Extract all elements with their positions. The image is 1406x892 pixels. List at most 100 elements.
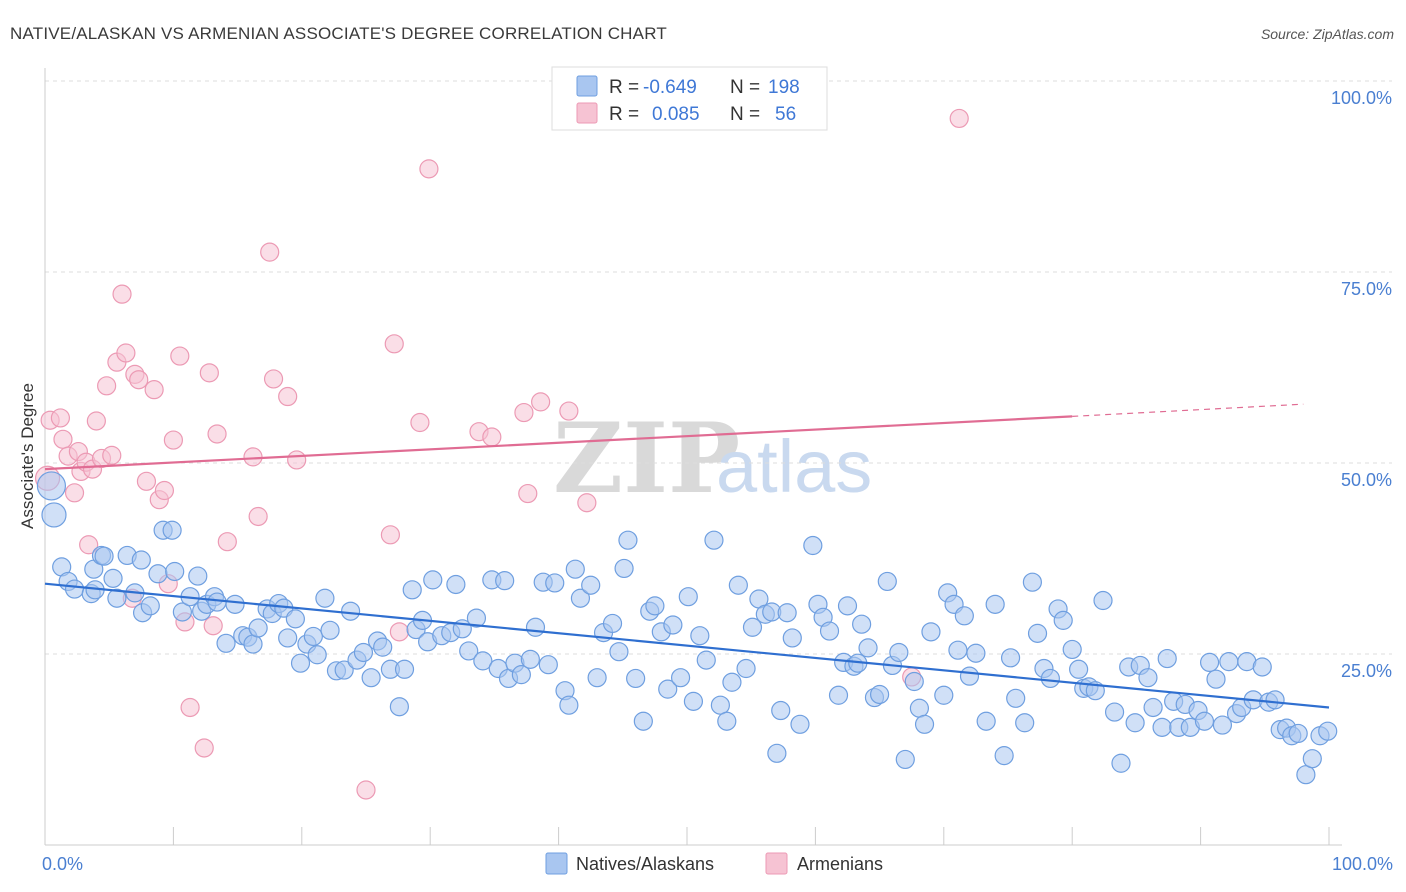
natives-point-74 (511, 665, 531, 685)
bottom-legend-swatch-natives (545, 852, 568, 875)
natives-point-21 (172, 602, 192, 622)
legend-n-label-natives: N = (730, 77, 760, 98)
natives-point-139 (934, 685, 954, 705)
natives-point-146 (976, 711, 996, 731)
natives-point-84 (581, 575, 601, 595)
natives-point-50 (353, 642, 374, 663)
natives-point-165 (1111, 753, 1131, 773)
trend-lines (44, 403, 1330, 709)
natives-point-178 (1194, 711, 1215, 731)
natives-point-128 (858, 638, 878, 658)
natives-point-39 (285, 609, 305, 629)
natives-point-108 (736, 658, 756, 679)
natives-point-137 (914, 714, 935, 734)
armenians-point-36 (248, 506, 268, 527)
natives-point-163 (1093, 590, 1113, 611)
natives-point-135 (904, 671, 924, 692)
natives-point-182 (1219, 652, 1239, 672)
armenians-point-9 (79, 535, 99, 555)
natives-point-150 (1006, 688, 1026, 708)
armenians-point-50 (518, 483, 538, 504)
armenians-point-51 (531, 392, 551, 412)
armenians-point-26 (163, 430, 183, 450)
armenians-point-3 (53, 429, 73, 449)
natives-point-171 (1152, 717, 1172, 737)
armenians-point-34 (217, 532, 237, 552)
stats-legend: R = -0.649 N = 198 R = 0.085 N = 56 (551, 66, 828, 131)
natives-point-0 (36, 471, 67, 501)
armenians-point-13 (97, 376, 117, 396)
natives-point-28 (216, 633, 236, 653)
natives-point-130 (869, 684, 890, 705)
natives-point-48 (340, 601, 361, 621)
natives-trend-line (44, 582, 1330, 709)
armenians-point-55 (949, 108, 969, 129)
natives-point-83 (570, 588, 591, 608)
armenians-point-42 (380, 525, 400, 545)
natives-point-144 (959, 666, 980, 686)
natives-point-103 (704, 530, 724, 550)
natives-point-148 (994, 746, 1014, 766)
natives-point-172 (1157, 648, 1177, 669)
natives-point-99 (678, 587, 698, 607)
natives-point-107 (728, 575, 748, 595)
natives-point-189 (1265, 690, 1285, 710)
natives-point-113 (767, 743, 787, 763)
natives-point-94 (645, 596, 665, 616)
natives-point-45 (320, 620, 340, 640)
natives-point-149 (1000, 648, 1021, 668)
armenians-point-14 (102, 445, 122, 465)
armenians-point-49 (514, 402, 534, 423)
natives-point-152 (1022, 572, 1042, 592)
armenians-trend-extension (1072, 403, 1304, 417)
armenians-point-53 (577, 493, 597, 513)
natives-point-88 (609, 642, 629, 662)
natives-point-42 (303, 626, 323, 647)
armenians-point-39 (278, 386, 298, 407)
armenians-point-32 (203, 616, 223, 636)
armenians-point-38 (263, 369, 284, 389)
armenians-point-2 (50, 408, 71, 428)
natives-point-151 (1015, 713, 1035, 733)
x-tick-label-0: 0.0% (42, 854, 83, 874)
armenians-point-11 (86, 411, 106, 431)
natives-point-98 (670, 668, 691, 688)
natives-point-75 (520, 649, 540, 669)
natives-point-79 (545, 573, 565, 593)
natives-point-131 (877, 571, 897, 592)
armenians-point-22 (144, 380, 164, 400)
armenians-point-48 (482, 427, 502, 447)
y-tick-label-25: 25.0% (1341, 661, 1392, 681)
natives-point-153 (1027, 623, 1048, 643)
natives-point-56 (394, 659, 415, 679)
armenians-point-30 (194, 738, 214, 758)
chart-title: NATIVE/ALASKAN VS ARMENIAN ASSOCIATE'S D… (10, 24, 667, 43)
natives-point-38 (278, 628, 298, 648)
natives-point-87 (602, 613, 623, 634)
y-tick-label-75: 75.0% (1341, 279, 1392, 299)
natives-point-180 (1206, 669, 1226, 689)
legend-swatch-armenians (576, 102, 598, 124)
y-tick-label-50: 50.0% (1341, 470, 1392, 490)
natives-point-122 (828, 685, 849, 705)
natives-point-51 (361, 668, 381, 688)
natives-point-117 (790, 714, 810, 734)
chart-source: Source: ZipAtlas.com (1261, 26, 1394, 42)
natives-point-197 (1318, 721, 1338, 741)
natives-point-170 (1143, 697, 1163, 718)
natives-point-17 (148, 564, 168, 584)
armenians-point-27 (170, 346, 190, 366)
natives-point-57 (402, 580, 422, 600)
bottom-legend-label-natives: Natives/Alaskans (576, 854, 714, 874)
natives-point-114 (771, 700, 791, 721)
x-tick-label-100: 100.0% (1332, 854, 1393, 874)
armenians-point-16 (112, 284, 132, 304)
natives-point-47 (334, 660, 354, 680)
legend-n-value-armenians: 56 (775, 104, 796, 125)
legend-n-value-natives: 198 (768, 77, 800, 98)
armenians-point-24 (154, 480, 175, 501)
natives-point-29 (225, 594, 245, 614)
natives-point-55 (389, 697, 409, 717)
armenians-point-29 (180, 697, 200, 718)
